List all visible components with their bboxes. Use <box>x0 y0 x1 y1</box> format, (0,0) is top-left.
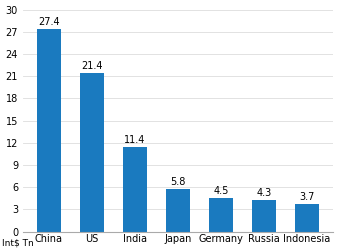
Text: 21.4: 21.4 <box>81 61 103 71</box>
Bar <box>80 73 104 232</box>
Bar <box>252 200 276 232</box>
Bar <box>37 29 61 232</box>
Bar <box>295 204 319 232</box>
Bar <box>209 198 233 232</box>
Bar <box>123 147 147 232</box>
Text: 4.5: 4.5 <box>213 186 228 196</box>
Text: 4.3: 4.3 <box>256 188 272 198</box>
Text: 3.7: 3.7 <box>299 192 314 202</box>
Text: 5.8: 5.8 <box>170 176 186 186</box>
Text: 27.4: 27.4 <box>38 16 59 26</box>
Text: 11.4: 11.4 <box>124 135 146 145</box>
Bar <box>166 189 190 232</box>
Text: Int$ Tn: Int$ Tn <box>2 238 33 248</box>
